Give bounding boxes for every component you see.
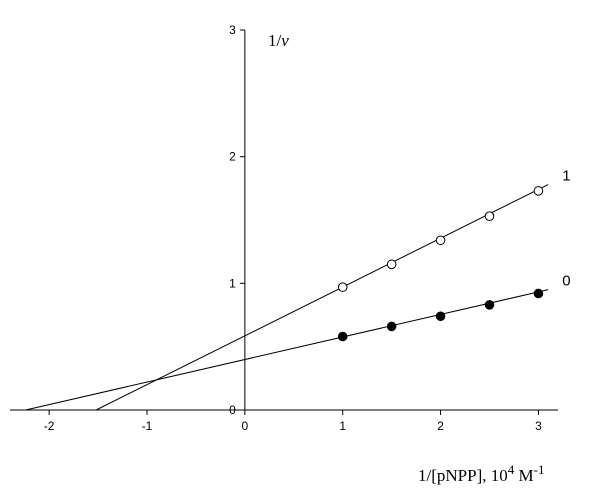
x-axis-title-main: 1/[pNPP], 10 — [418, 466, 508, 485]
series-1-fit-line — [95, 184, 549, 411]
x-axis-title-unit-exponent: -1 — [534, 462, 545, 477]
series-0-point — [386, 321, 397, 332]
y-axis-title: 1/v — [268, 31, 289, 50]
y-tick-label: 2 — [229, 150, 236, 164]
x-axis-title-exponent: 4 — [508, 462, 515, 477]
series-0-fit-line — [25, 289, 549, 411]
y-tick-label: 0 — [229, 403, 236, 417]
data-points — [337, 186, 544, 342]
x-tick-label: 2 — [437, 419, 444, 433]
x-tick-label: -1 — [142, 419, 153, 433]
series-1-point — [484, 211, 495, 221]
series-0-point — [435, 311, 446, 322]
series-1-point — [386, 259, 397, 270]
x-tick-label: 1 — [339, 419, 346, 433]
series-1-point — [337, 282, 348, 292]
series-0-point — [337, 331, 348, 342]
x-axis-title: 1/[pNPP], 104 M-1 — [418, 462, 544, 485]
fit-lines — [25, 184, 549, 411]
y-tick-label: 1 — [229, 276, 236, 290]
series-0-point — [533, 288, 544, 299]
series-labels: 10 — [562, 168, 570, 290]
series-0-point — [484, 300, 495, 310]
series-1-point — [533, 186, 544, 196]
tick-labels: -2 -1 0 1 2 3 0 1 2 3 — [44, 23, 542, 433]
axes — [10, 30, 558, 411]
x-tick-label: -2 — [44, 419, 55, 433]
y-axis-title-variable: v — [281, 31, 289, 50]
tick-marks — [48, 29, 539, 415]
y-tick-label: 3 — [229, 23, 236, 37]
x-tick-label: 3 — [535, 419, 542, 433]
x-tick-label: 0 — [242, 419, 249, 433]
series-1-point — [435, 235, 446, 246]
x-axis-title-unit: M — [514, 466, 533, 485]
y-axis-title-main: 1/ — [268, 31, 282, 50]
series-1-label: 1 — [562, 168, 570, 185]
series-0-label: 0 — [562, 273, 570, 290]
